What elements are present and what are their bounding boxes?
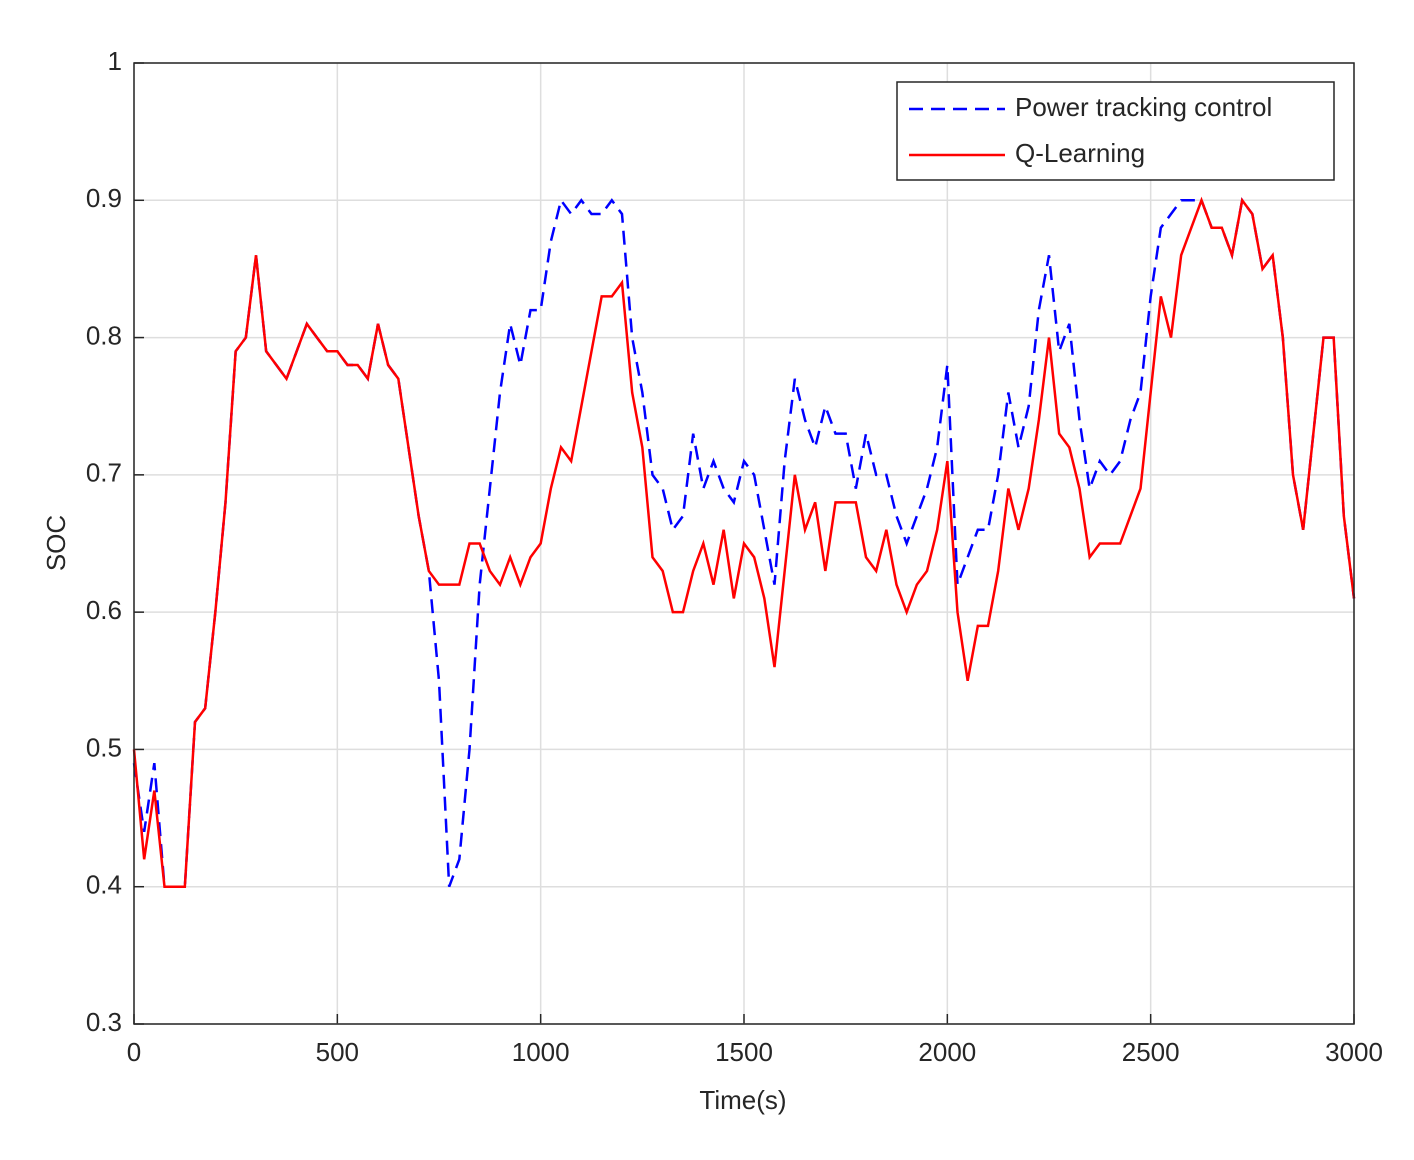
x-tick-label: 2000 [918,1037,976,1067]
y-tick-label: 0.7 [86,458,122,488]
x-tick-label: 1000 [512,1037,570,1067]
x-tick-label: 0 [127,1037,141,1067]
y-axis-label: SOC [41,515,71,571]
y-tick-label: 0.6 [86,595,122,625]
plot-frame [133,62,1355,1025]
x-axis-label: Time(s) [699,1085,786,1115]
y-tick-label: 0.5 [86,732,122,762]
y-tick-label: 0.3 [86,1007,122,1037]
legend-box [896,81,1335,181]
legend-label: Power tracking control [1015,92,1272,122]
data-line [132,196,1356,888]
y-tick-label: 0.4 [86,870,122,900]
y-tick-label: 0.8 [86,320,122,350]
y-tick-label: 0.9 [86,183,122,213]
x-tick-label: 1500 [715,1037,773,1067]
x-tick-label: 500 [316,1037,359,1067]
y-tick-label: 1 [108,46,122,76]
x-tick-label: 2500 [1122,1037,1180,1067]
legend-label: Q-Learning [1015,138,1145,168]
x-tick-label: 3000 [1325,1037,1383,1067]
